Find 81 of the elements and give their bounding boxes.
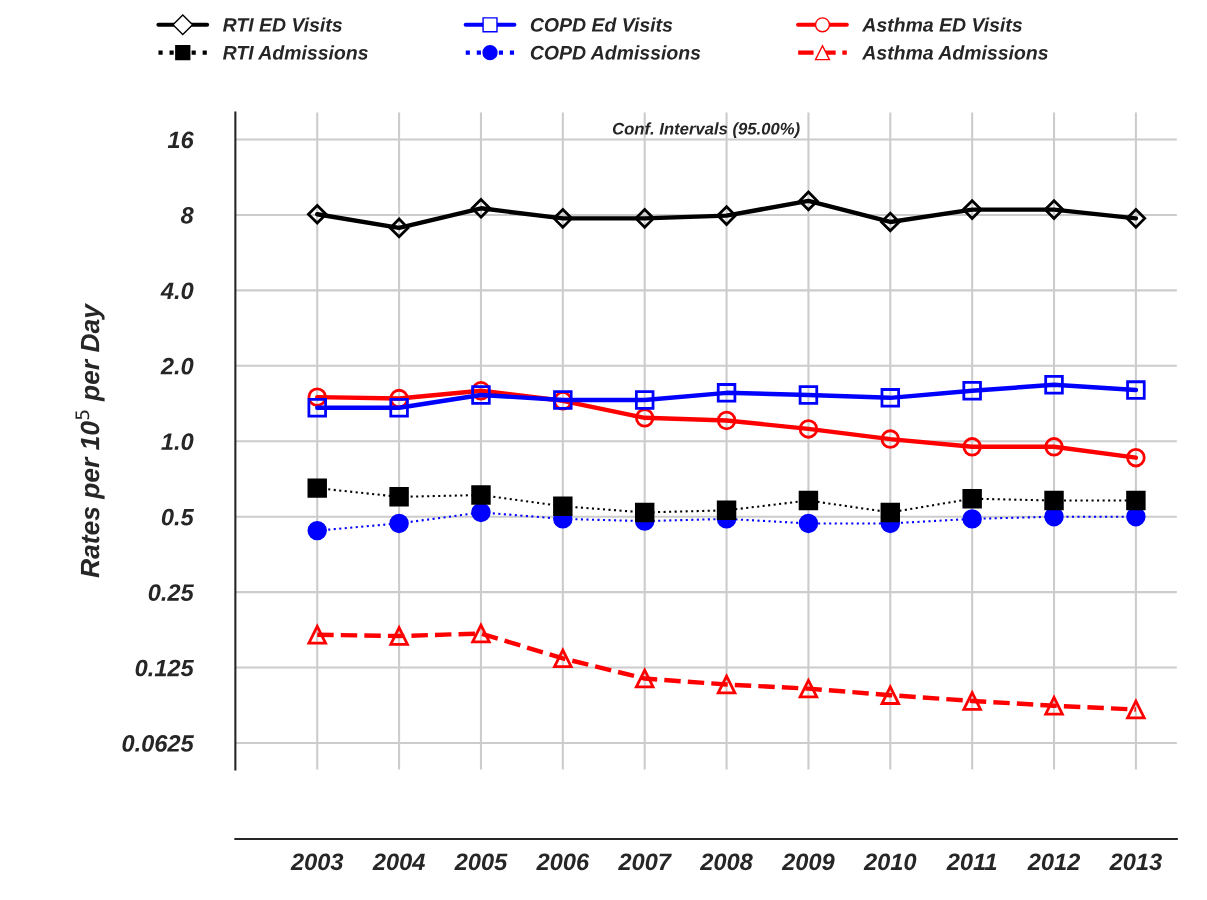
point [634,208,655,229]
point [307,204,328,225]
point [880,502,901,523]
x-tick-label: 2003 [290,853,344,871]
point [471,485,491,505]
point [798,678,819,699]
legend-label: Asthma Admissions [861,45,1048,60]
point [553,496,573,517]
point [471,502,491,523]
point [307,478,327,498]
point [880,685,901,705]
legend-label: Asthma ED Visits [861,17,1022,32]
y-tick-label: 2.0 [160,357,194,375]
legend-label: RTI Admissions [222,45,368,60]
point [962,488,982,509]
legend-label: RTI ED Visits [222,17,342,32]
point [1126,699,1146,720]
point [961,199,983,220]
point [1044,490,1064,511]
point [880,388,901,408]
point [716,674,737,695]
point [634,668,655,689]
legend-label: COPD Ed Visits [530,17,673,32]
point [307,520,327,541]
point [388,217,410,239]
point [389,487,409,507]
y-tick-label: 8 [180,207,194,224]
point [1044,696,1064,716]
point [1126,447,1146,468]
y-tick-label: 0.125 [135,659,194,677]
point [880,211,901,233]
point [716,205,737,226]
point [1125,208,1147,229]
point [798,513,819,534]
point [716,383,737,403]
point [389,626,409,646]
point [798,385,819,405]
point [552,208,574,229]
point [634,502,655,523]
point [307,625,327,645]
y-tick-label: 0.25 [148,584,194,601]
point [716,500,737,521]
point [798,490,819,511]
y-tick-label: 4.0 [160,282,194,300]
point [798,419,819,439]
point [471,623,491,644]
annotation: Conf. Intervals (95.00%) [612,122,800,138]
x-tick-label: 2010 [863,853,917,871]
point [389,398,409,418]
point [1043,199,1065,220]
point [389,513,409,534]
x-tick-label: 2007 [618,853,672,871]
x-tick-label: 2009 [781,853,835,871]
point [1126,380,1146,400]
x-tick-label: 2013 [1109,853,1162,871]
y-tick-label: 0.0625 [122,735,194,752]
y-axis-title: Rates per 10$^{5}$ per Day [75,303,105,578]
point [307,398,327,418]
point [962,691,982,711]
point [1044,437,1064,457]
point [962,437,982,457]
y-tick-label: 1.0 [161,433,194,451]
y-tick-label: 16 [167,131,194,149]
point [470,198,492,219]
point [553,648,573,669]
legend-label: COPD Admissions [530,45,701,60]
x-tick-label: 2012 [1027,853,1081,871]
point [716,410,737,431]
point [798,190,819,212]
point [962,509,982,529]
x-tick-label: 2008 [699,853,753,871]
x-tick-label: 2004 [372,853,425,871]
point [634,390,655,410]
x-tick-label: 2006 [536,853,590,871]
point [880,429,901,449]
point [1126,490,1146,511]
x-tick-label: 2005 [454,853,508,871]
x-tick-label: 2011 [946,853,997,871]
y-tick-label: 0.5 [161,508,194,526]
point [1044,375,1064,395]
point [962,381,982,401]
